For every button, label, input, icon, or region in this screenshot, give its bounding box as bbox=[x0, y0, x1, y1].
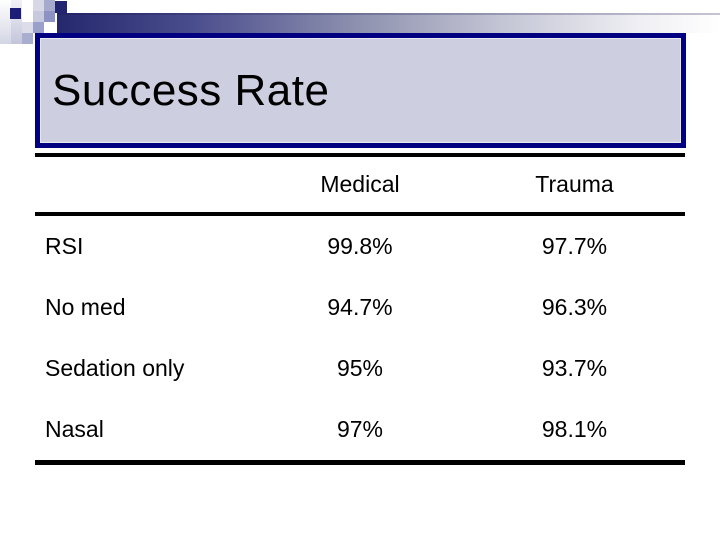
table-rule-top bbox=[35, 153, 685, 157]
pixel-square bbox=[22, 22, 33, 33]
row-label: No med bbox=[45, 294, 126, 320]
table-rule-header bbox=[35, 212, 685, 216]
row-label: Nasal bbox=[45, 416, 104, 442]
pixel-square bbox=[10, 8, 21, 19]
table-row: Nasal 97% 98.1% bbox=[35, 399, 685, 460]
cell-trauma: 98.1% bbox=[541, 416, 608, 442]
pixel-square bbox=[33, 0, 44, 11]
success-rate-table: Medical Trauma RSI 99.8% 97.7% No med 94… bbox=[35, 153, 685, 465]
cell-trauma: 97.7% bbox=[541, 233, 608, 259]
pixel-square bbox=[22, 33, 33, 44]
cell-medical: 99.8% bbox=[327, 233, 393, 259]
pixel-square bbox=[44, 0, 55, 11]
row-label: RSI bbox=[45, 233, 84, 259]
table-row: Sedation only 95% 93.7% bbox=[35, 338, 685, 399]
pixel-square bbox=[44, 11, 55, 22]
pixel-square bbox=[55, 1, 67, 13]
row-label: Sedation only bbox=[45, 355, 185, 381]
column-header-trauma: Trauma bbox=[535, 171, 614, 197]
pixel-strip bbox=[0, 0, 11, 44]
cell-medical: 97% bbox=[336, 416, 384, 442]
column-header-medical: Medical bbox=[320, 171, 400, 197]
table-row: RSI 99.8% 97.7% bbox=[35, 216, 685, 277]
pixel-square bbox=[33, 11, 44, 22]
slide-title: Success Rate bbox=[52, 65, 330, 115]
table-header-row: Medical Trauma bbox=[35, 157, 685, 212]
cell-trauma: 93.7% bbox=[541, 355, 608, 381]
pixel-square bbox=[33, 22, 44, 33]
cell-medical: 94.7% bbox=[327, 294, 393, 320]
pixel-strip bbox=[11, 0, 22, 44]
table-rule-bottom bbox=[35, 460, 685, 465]
cell-medical: 95% bbox=[336, 355, 384, 381]
cell-trauma: 96.3% bbox=[541, 294, 608, 320]
top-gradient-bar bbox=[57, 13, 720, 33]
table-row: No med 94.7% 96.3% bbox=[35, 277, 685, 338]
title-box: Success Rate bbox=[35, 33, 686, 148]
